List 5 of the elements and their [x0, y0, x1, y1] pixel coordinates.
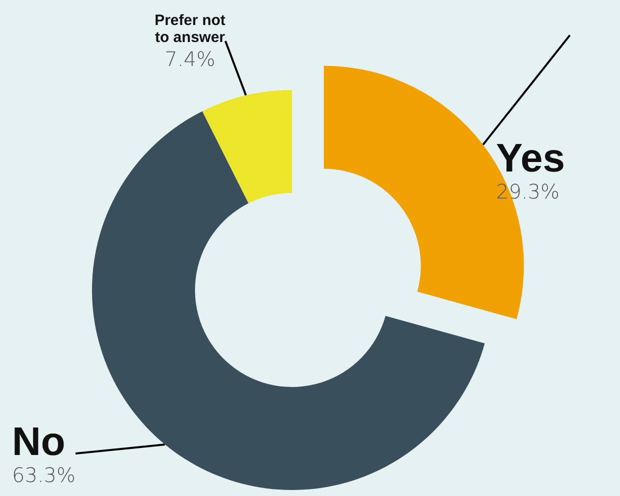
slice-label: No — [12, 420, 66, 464]
slice-label: Prefer not to answer — [154, 12, 226, 46]
slice-label: Yes — [496, 136, 565, 181]
data-label: 63.3% — [12, 463, 76, 487]
data-label: 7.4% — [164, 47, 216, 71]
